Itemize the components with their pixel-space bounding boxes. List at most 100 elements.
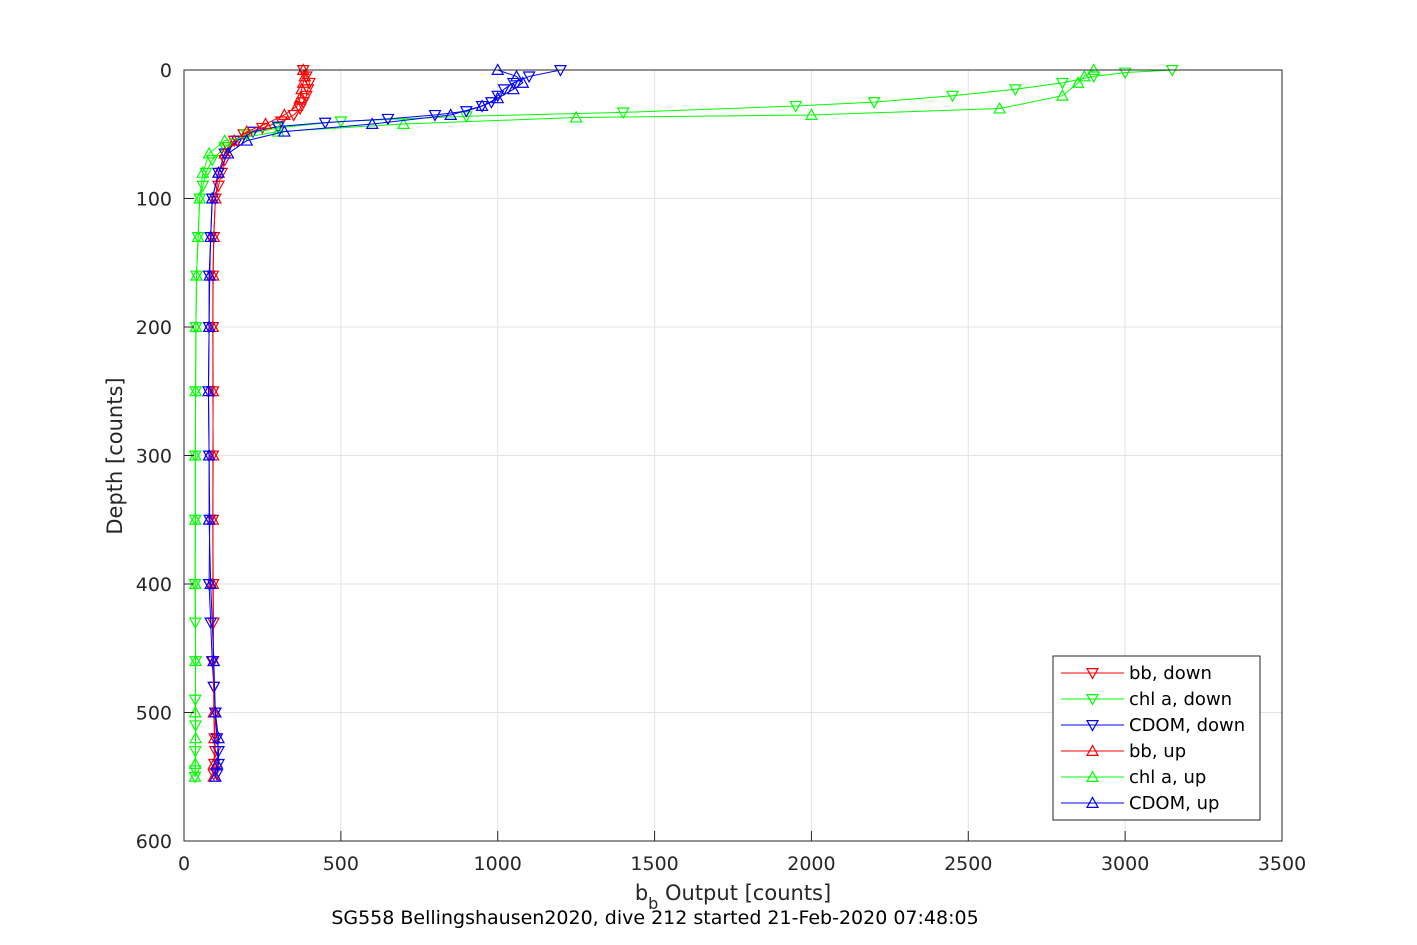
data-point-marker — [381, 113, 395, 126]
legend-label: chl a, down — [1129, 689, 1232, 710]
data-point-marker — [204, 230, 218, 243]
series-line — [207, 69, 524, 777]
data-point-marker — [946, 90, 960, 103]
x-tick-label: 2500 — [944, 853, 992, 875]
data-point-marker — [277, 108, 291, 120]
data-point-marker — [188, 577, 202, 590]
data-point-marker — [1055, 88, 1069, 101]
x-axis-title: bb Output [counts] — [635, 881, 831, 913]
data-point-marker — [188, 770, 202, 782]
legend-marker — [1085, 796, 1100, 809]
y-tick-label: 200 — [136, 317, 172, 339]
ticks: 0 500 1000 1500 2000 2500 3000 3500 0 100 200 300 40… — [136, 60, 1306, 875]
data-point-marker — [444, 108, 458, 120]
data-point-marker — [1118, 67, 1132, 80]
series-layer — [188, 63, 1179, 784]
data-point-marker — [616, 107, 630, 120]
data-point-marker — [211, 758, 226, 771]
data-point-marker — [190, 268, 204, 281]
data-point-marker — [506, 82, 520, 95]
x-axis-title-rest: Output [counts] — [658, 881, 831, 905]
data-point-marker — [506, 77, 520, 90]
data-point-marker — [207, 654, 221, 667]
data-point-marker — [188, 705, 202, 718]
data-point-marker — [188, 448, 202, 461]
legend-marker — [1085, 744, 1100, 757]
data-point-marker — [208, 705, 222, 718]
x-tick-label: 3000 — [1101, 853, 1149, 875]
legend-label: chl a, up — [1129, 767, 1206, 788]
data-point-marker — [211, 746, 226, 758]
data-point-marker — [804, 108, 818, 120]
x-axis-title-main: b — [635, 881, 648, 905]
data-point-marker — [189, 384, 203, 397]
legend-label: bb, down — [1129, 663, 1212, 684]
chart-caption: SG558 Bellingshausen2020, dive 212 start… — [331, 907, 978, 929]
data-point-marker — [193, 191, 207, 204]
data-point-marker — [993, 101, 1007, 114]
data-point-marker — [189, 731, 203, 744]
data-point-marker — [211, 731, 226, 744]
data-point-marker — [205, 154, 219, 167]
data-point-marker — [397, 117, 411, 129]
data-point-marker — [202, 448, 216, 461]
x-tick-label: 3500 — [1258, 853, 1306, 875]
legend-box — [1052, 655, 1261, 821]
data-point-marker — [189, 320, 203, 332]
data-point-marker — [497, 84, 511, 97]
data-point-marker — [259, 117, 273, 129]
data-point-marker — [1008, 84, 1022, 97]
data-point-marker — [196, 166, 210, 178]
x-tick-label: 500 — [323, 853, 359, 875]
data-point-marker — [202, 146, 216, 159]
x-axis-title-subscript: b — [648, 894, 658, 913]
data-point-marker — [295, 82, 309, 95]
data-point-marker — [1087, 63, 1101, 76]
data-point-marker — [867, 97, 881, 109]
series-line — [194, 69, 1095, 777]
data-point-marker — [202, 320, 216, 332]
data-point-marker — [1077, 69, 1091, 82]
data-point-marker — [1071, 76, 1085, 88]
data-point-marker — [522, 71, 536, 84]
data-point-marker — [240, 129, 254, 141]
data-point-marker — [553, 64, 567, 77]
legend-label: bb, up — [1129, 741, 1186, 762]
data-point-marker — [202, 513, 216, 525]
data-point-marker — [1087, 71, 1101, 84]
data-point-marker — [290, 99, 304, 111]
y-tick-label: 300 — [136, 446, 172, 468]
x-tick-label: 0 — [178, 853, 190, 875]
data-point-marker — [491, 63, 505, 76]
legend-marker — [1085, 667, 1100, 680]
data-point-marker — [202, 578, 216, 591]
data-point-marker — [203, 268, 217, 281]
data-point-marker — [298, 69, 312, 82]
legend: bb, down chl a, down CDOM, down bb, up chl a… — [1052, 655, 1261, 821]
data-point-marker — [428, 109, 442, 122]
data-point-marker — [196, 180, 210, 193]
data-point-marker — [188, 513, 202, 525]
data-point-marker — [204, 577, 218, 590]
data-point-marker — [221, 146, 235, 159]
data-point-marker — [293, 103, 307, 116]
y-tick-label: 0 — [160, 60, 172, 82]
data-point-marker — [296, 63, 310, 76]
data-point-marker — [475, 99, 489, 111]
y-axis-title: Depth [counts] — [103, 377, 127, 534]
series-5 — [201, 63, 530, 782]
data-point-marker — [211, 166, 226, 178]
data-point-marker — [205, 191, 219, 204]
data-point-marker — [210, 757, 224, 769]
data-point-marker — [365, 117, 379, 129]
legend-marker — [1085, 719, 1100, 732]
data-point-marker — [240, 133, 254, 146]
data-point-marker — [459, 111, 473, 123]
data-point-marker — [569, 110, 583, 123]
data-point-marker — [1055, 77, 1069, 90]
data-point-marker — [230, 135, 244, 148]
data-point-marker — [293, 91, 307, 104]
data-point-marker — [271, 124, 285, 137]
data-point-marker — [201, 384, 215, 397]
